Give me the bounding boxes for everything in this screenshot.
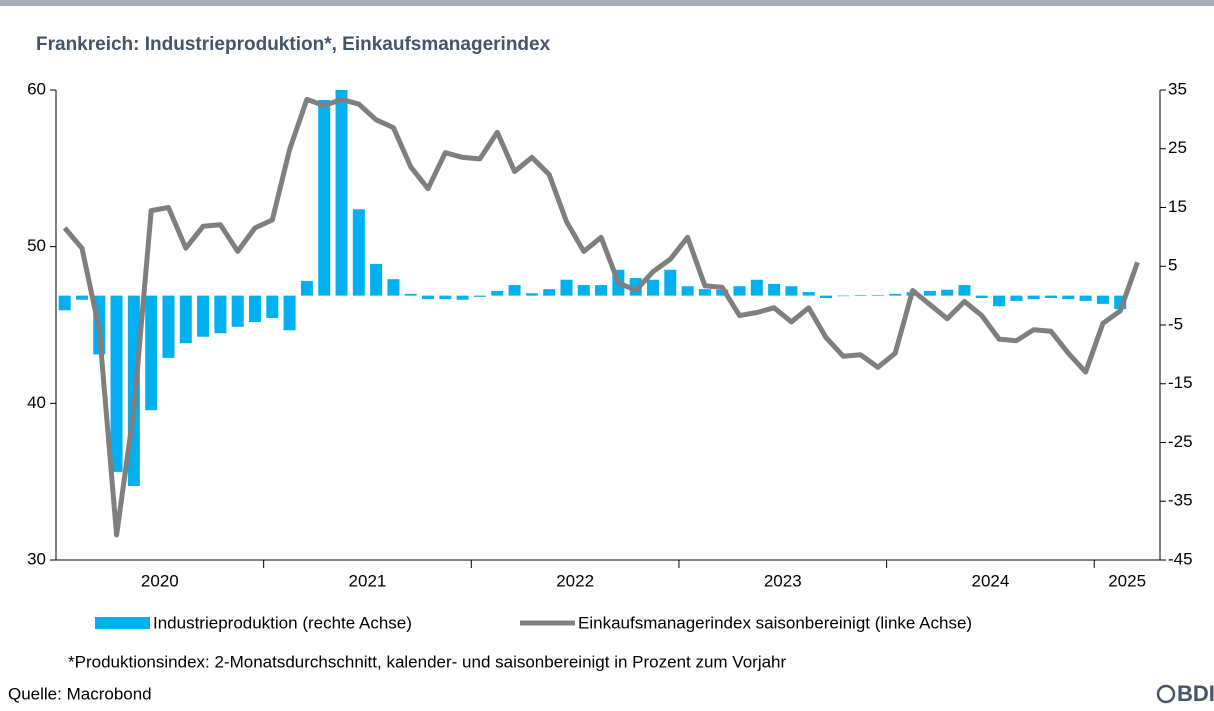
bar <box>387 279 400 296</box>
bar <box>698 289 711 296</box>
bar <box>716 289 729 296</box>
bar <box>923 290 936 296</box>
y2-tick-label: 5 <box>1168 256 1177 275</box>
bar <box>300 280 313 296</box>
bar <box>110 295 123 472</box>
bar <box>1062 295 1075 300</box>
bar <box>958 285 971 296</box>
bar <box>595 285 608 296</box>
bar <box>75 295 88 300</box>
bar <box>889 293 902 296</box>
bar <box>1027 295 1040 300</box>
y-tick-label: 30 <box>27 549 46 568</box>
bar <box>1010 295 1023 301</box>
bar <box>266 295 279 318</box>
bar <box>352 209 365 296</box>
bar <box>248 295 261 323</box>
bar <box>439 295 452 300</box>
x-tick-label: 2020 <box>141 571 179 590</box>
bar <box>646 279 659 296</box>
bar <box>508 285 521 296</box>
top-bar <box>0 0 1214 6</box>
bar <box>854 295 867 296</box>
bar <box>975 295 988 298</box>
chart-title: Frankreich: Industrieproduktion*, Einkau… <box>36 34 551 55</box>
bar <box>231 295 244 327</box>
logo-text: BDI <box>1177 681 1214 706</box>
bar <box>335 90 348 296</box>
bar <box>525 293 538 296</box>
y-tick-label: 40 <box>27 393 46 412</box>
bar <box>785 286 798 296</box>
bar <box>1079 295 1092 301</box>
bar <box>802 292 815 296</box>
y2-tick-label: -15 <box>1168 373 1193 392</box>
bar <box>422 295 435 300</box>
bar <box>837 295 850 297</box>
bar <box>750 279 763 296</box>
bar <box>179 295 192 344</box>
bar <box>543 289 556 296</box>
bar <box>162 295 175 358</box>
y2-tick-label: -35 <box>1168 491 1193 510</box>
y2-tick-label: -45 <box>1168 549 1193 568</box>
bar <box>473 295 486 297</box>
logo: BDI <box>1156 681 1214 706</box>
bar <box>404 293 417 296</box>
y2-tick-label: 35 <box>1168 79 1187 98</box>
y-tick-label: 50 <box>27 236 46 255</box>
bar <box>664 269 677 296</box>
logo-icon <box>1156 684 1176 704</box>
y2-tick-label: 15 <box>1168 197 1187 216</box>
x-tick-label: 2021 <box>349 571 387 590</box>
legend-label: Einkaufsmanagerindex saisonbereinigt (li… <box>578 613 972 632</box>
bar <box>820 295 833 298</box>
bar <box>871 295 884 296</box>
y-tick-label: 60 <box>27 79 46 98</box>
bar <box>733 286 746 296</box>
bar <box>941 289 954 296</box>
x-tick-label: 2025 <box>1108 571 1146 590</box>
bar <box>993 295 1006 307</box>
x-tick-label: 2023 <box>764 571 802 590</box>
bar <box>197 295 210 337</box>
source: Quelle: Macrobond <box>8 684 152 703</box>
line <box>62 96 1140 538</box>
x-tick-label: 2022 <box>556 571 594 590</box>
bar <box>145 295 158 411</box>
bar <box>1044 295 1057 298</box>
bar <box>681 286 694 296</box>
bar <box>214 295 227 334</box>
legend-swatch <box>95 617 150 629</box>
y2-tick-label: 25 <box>1168 138 1187 157</box>
footnote: *Produktionsindex: 2-Monatsdurchschnitt,… <box>68 652 787 671</box>
y2-tick-label: -25 <box>1168 432 1193 451</box>
x-tick-label: 2024 <box>972 571 1010 590</box>
bar <box>560 279 573 296</box>
bar <box>1096 295 1109 304</box>
legend-label: Industrieproduktion (rechte Achse) <box>153 613 412 632</box>
bar <box>58 295 71 311</box>
bar <box>456 295 469 300</box>
bar <box>577 285 590 296</box>
bar <box>370 263 383 296</box>
y2-tick-label: -5 <box>1168 314 1183 333</box>
bar <box>283 295 296 331</box>
bar <box>318 99 331 296</box>
bar <box>491 290 504 296</box>
bar <box>768 283 781 296</box>
